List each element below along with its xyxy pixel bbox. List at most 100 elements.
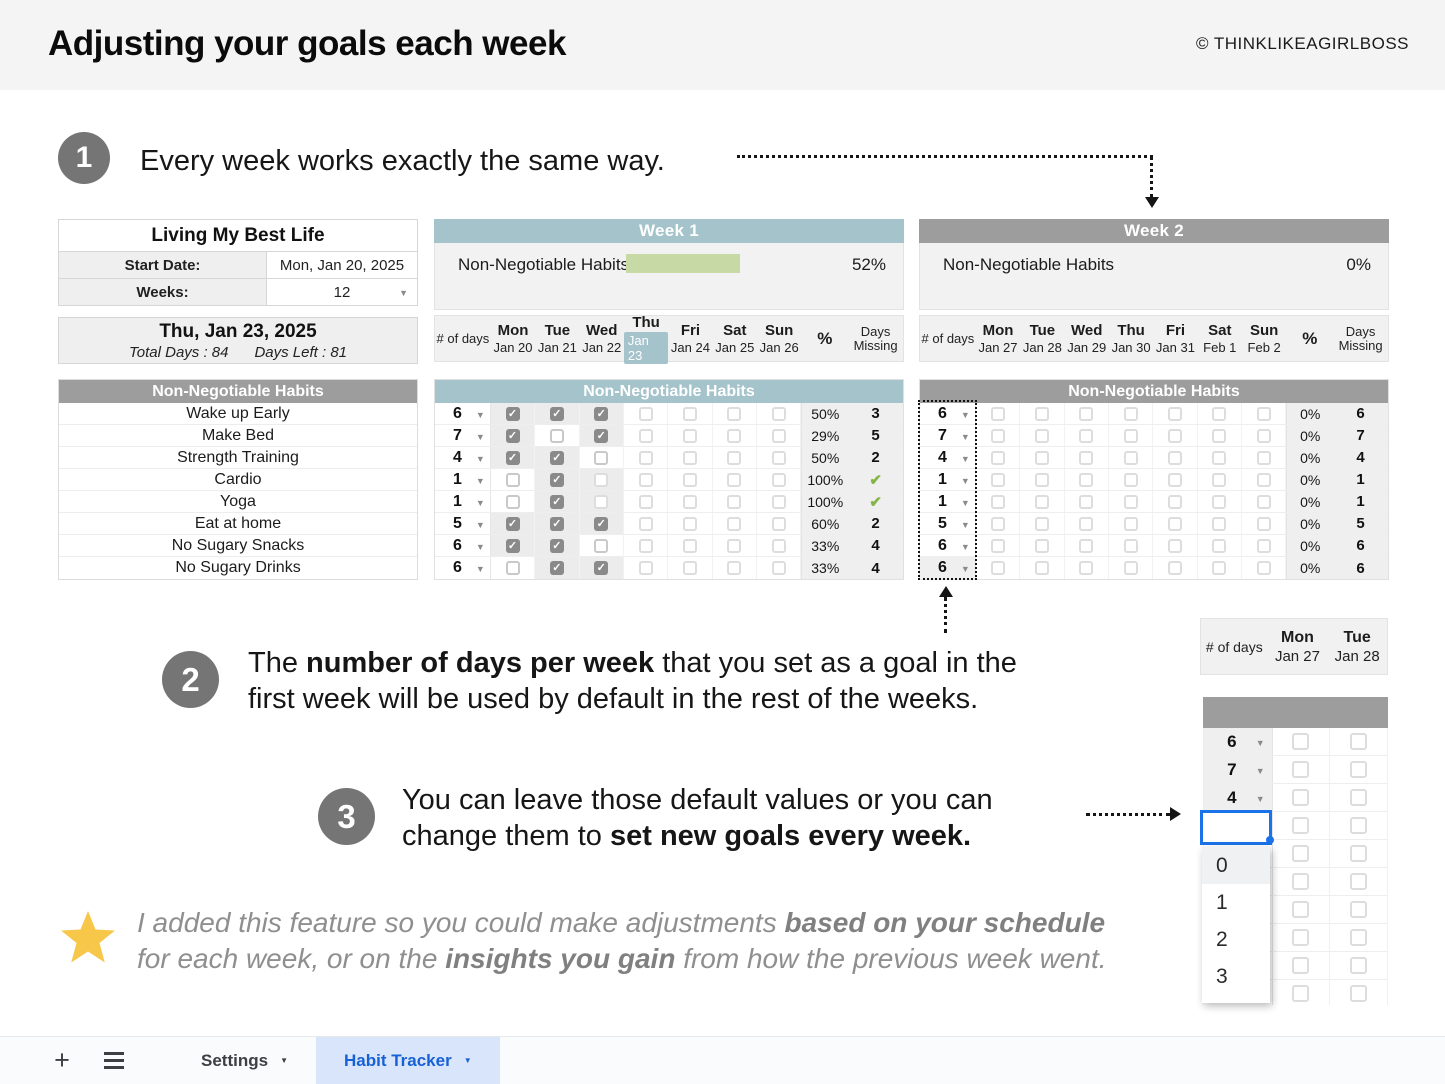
day-checkbox-cell[interactable]: ✓ [579, 425, 624, 446]
day-checkbox-cell[interactable] [1020, 469, 1065, 490]
day-checkbox-cell[interactable] [1330, 896, 1388, 923]
day-checkbox-cell[interactable] [1330, 868, 1388, 895]
day-checkbox-cell[interactable] [1273, 840, 1331, 867]
checkbox-checked-icon[interactable]: ✓ [549, 516, 564, 531]
checkbox-checked-icon[interactable]: ✓ [594, 428, 609, 443]
checkbox-empty-icon[interactable] [505, 472, 520, 487]
day-checkbox-cell[interactable] [1108, 535, 1154, 556]
day-checkbox-cell[interactable] [756, 491, 802, 512]
day-checkbox-cell[interactable] [1108, 403, 1154, 424]
chevron-down-icon[interactable]: ▼ [1255, 766, 1265, 776]
checkbox-empty-icon[interactable] [771, 472, 786, 487]
checkbox-empty-icon[interactable] [1034, 450, 1049, 465]
day-checkbox-cell[interactable] [1064, 491, 1109, 512]
checkbox-empty-icon[interactable] [1350, 957, 1368, 974]
chevron-down-icon[interactable]: ▼ [960, 476, 970, 486]
chevron-down-icon[interactable]: ▼ [475, 454, 485, 464]
day-checkbox-cell[interactable] [712, 491, 757, 512]
habit-row[interactable]: Eat at home [59, 513, 417, 535]
day-checkbox-cell[interactable] [490, 469, 536, 490]
day-checkbox-cell[interactable] [1153, 447, 1198, 468]
checkbox-empty-icon[interactable] [1292, 817, 1310, 834]
checkbox-checked-icon[interactable]: ✓ [505, 406, 520, 421]
checkbox-empty-icon[interactable] [1212, 538, 1227, 553]
checkbox-empty-icon[interactable] [1212, 516, 1227, 531]
chevron-down-icon[interactable]: ▼ [960, 454, 970, 464]
day-checkbox-cell[interactable] [1064, 425, 1109, 446]
day-checkbox-cell[interactable] [712, 447, 757, 468]
goal-days-dropdown-cell[interactable]: 6 ▼ [920, 403, 976, 424]
dropdown-option[interactable]: 0 [1202, 847, 1270, 884]
checkbox-checked-icon[interactable]: ✓ [549, 494, 564, 509]
checkbox-empty-icon[interactable] [1256, 494, 1271, 509]
checkbox-empty-icon[interactable] [594, 538, 609, 553]
day-checkbox-cell[interactable] [490, 557, 536, 579]
goal-days-dropdown-cell[interactable]: 6 ▼ [435, 403, 491, 424]
checkbox-empty-icon[interactable] [1079, 538, 1094, 553]
chevron-down-icon[interactable]: ▼ [475, 542, 485, 552]
habit-row[interactable]: No Sugary Drinks [59, 557, 417, 579]
goal-days-dropdown-cell[interactable]: 7 ▼ [1204, 756, 1273, 783]
checkbox-empty-icon[interactable] [1292, 901, 1310, 918]
day-checkbox-cell[interactable] [1273, 924, 1331, 951]
day-checkbox-cell[interactable] [668, 513, 713, 534]
checkbox-checked-icon[interactable]: ✓ [549, 561, 564, 575]
checkbox-empty-icon[interactable] [1123, 561, 1138, 575]
checkbox-checked-icon[interactable]: ✓ [549, 472, 564, 487]
checkbox-empty-icon[interactable] [682, 472, 697, 487]
checkbox-empty-icon[interactable] [682, 450, 697, 465]
day-checkbox-cell[interactable] [756, 557, 802, 579]
checkbox-empty-icon[interactable] [771, 428, 786, 443]
goal-days-dropdown-cell[interactable]: 1 ▼ [435, 491, 491, 512]
checkbox-checked-icon[interactable]: ✓ [549, 406, 564, 421]
goal-days-dropdown-cell[interactable]: 7 ▼ [920, 425, 976, 446]
checkbox-empty-icon[interactable] [1350, 873, 1368, 890]
checkbox-empty-icon[interactable] [1350, 985, 1368, 1002]
day-checkbox-cell[interactable] [1273, 980, 1331, 1005]
day-checkbox-cell[interactable] [756, 535, 802, 556]
checkbox-empty-icon[interactable] [727, 561, 742, 575]
checkbox-empty-icon[interactable] [682, 561, 697, 575]
checkbox-empty-icon[interactable] [1350, 817, 1368, 834]
day-checkbox-cell[interactable] [1020, 513, 1065, 534]
day-checkbox-cell[interactable] [1330, 812, 1388, 839]
checkbox-empty-icon[interactable] [1292, 845, 1310, 862]
day-checkbox-cell[interactable] [1241, 469, 1287, 490]
chevron-down-icon[interactable]: ▼ [475, 520, 485, 530]
checkbox-empty-icon[interactable] [1256, 472, 1271, 487]
day-checkbox-cell[interactable] [1108, 447, 1154, 468]
chevron-down-icon[interactable]: ▼ [960, 542, 970, 552]
day-checkbox-cell[interactable] [1020, 403, 1065, 424]
day-checkbox-cell[interactable] [1108, 513, 1154, 534]
checkbox-checked-icon[interactable]: ✓ [594, 406, 609, 421]
checkbox-empty-icon[interactable] [1167, 516, 1182, 531]
checkbox-checked-icon[interactable]: ✓ [505, 538, 520, 553]
goal-days-dropdown-cell[interactable]: 1 ▼ [435, 469, 491, 490]
fill-handle[interactable] [1266, 836, 1274, 844]
chevron-down-icon[interactable]: ▼ [475, 432, 485, 442]
day-checkbox-cell[interactable] [1064, 535, 1109, 556]
day-checkbox-cell[interactable] [1197, 491, 1242, 512]
chevron-down-icon[interactable]: ▼ [960, 432, 970, 442]
chevron-down-icon[interactable]: ▼ [280, 1056, 288, 1065]
day-checkbox-cell[interactable] [975, 447, 1021, 468]
checkbox-empty-icon[interactable] [1292, 789, 1310, 806]
day-checkbox-cell[interactable] [668, 491, 713, 512]
start-date-value[interactable]: Mon, Jan 20, 2025 [279, 256, 405, 274]
day-checkbox-cell[interactable] [1153, 535, 1198, 556]
day-checkbox-cell[interactable] [1273, 952, 1331, 979]
checkbox-empty-icon[interactable] [1123, 406, 1138, 421]
checkbox-empty-icon[interactable] [1292, 929, 1310, 946]
checkbox-empty-icon[interactable] [1292, 733, 1310, 750]
checkbox-empty-icon[interactable] [1212, 561, 1227, 575]
day-checkbox-cell[interactable]: ✓ [535, 535, 580, 556]
goal-days-dropdown-cell[interactable]: 6 ▼ [435, 535, 491, 556]
day-checkbox-cell[interactable] [1241, 447, 1287, 468]
day-checkbox-cell[interactable] [1241, 557, 1287, 579]
checkbox-empty-icon[interactable] [1167, 538, 1182, 553]
checkbox-empty-icon[interactable] [1212, 450, 1227, 465]
checkbox-empty-icon[interactable] [1034, 472, 1049, 487]
day-checkbox-cell[interactable] [1153, 469, 1198, 490]
day-checkbox-cell[interactable] [1273, 756, 1331, 783]
day-checkbox-cell[interactable] [1273, 812, 1331, 839]
